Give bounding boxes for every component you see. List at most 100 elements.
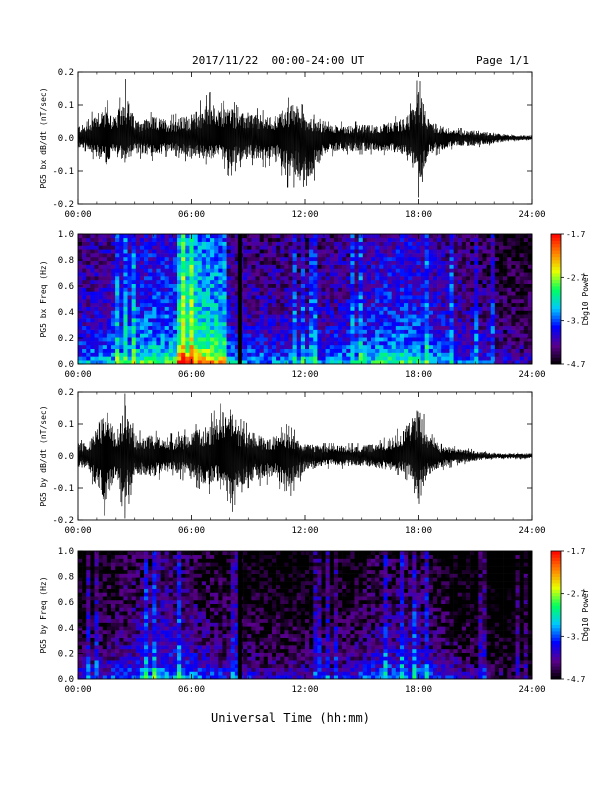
spectrogram-cell <box>148 318 153 323</box>
spectrogram-cell <box>449 352 454 357</box>
spectrogram-cell <box>135 618 141 623</box>
spectrogram-cell <box>507 245 512 250</box>
spectrogram-cell <box>457 360 463 365</box>
spectrogram-cell <box>342 241 347 246</box>
spectrogram-cell <box>131 584 137 589</box>
spectrogram-cell <box>284 318 289 323</box>
spectrogram-cell <box>350 302 355 307</box>
spectrogram-cell <box>313 325 318 330</box>
spectrogram-cell <box>511 321 516 327</box>
spectrogram-cell <box>185 675 190 680</box>
spectrogram-cell <box>387 344 392 349</box>
spectrogram-cell <box>284 234 289 239</box>
spectrogram-cell <box>321 356 326 361</box>
spectrogram-cell <box>226 291 232 296</box>
spectrogram-cell <box>135 630 141 635</box>
spectrogram-cell <box>474 264 479 269</box>
spectrogram-cell <box>82 318 87 323</box>
spectrogram-cell <box>453 310 459 315</box>
spectrogram-cell <box>288 318 293 323</box>
spectrogram-cell <box>164 630 170 635</box>
spectrogram-cell <box>271 329 277 334</box>
spectrogram-cell <box>123 337 128 342</box>
spectrogram-cell <box>193 352 198 357</box>
spectrogram-cell <box>329 310 335 315</box>
spectrogram-cell <box>457 268 463 273</box>
spectrogram-cell <box>243 352 248 357</box>
spectrogram-cell <box>350 272 355 277</box>
spectrogram-cell <box>177 237 182 242</box>
spectrogram-cell <box>127 577 132 582</box>
spectrogram-cell <box>86 584 91 589</box>
spectrogram-cell <box>156 551 161 556</box>
spectrogram-cell <box>185 663 190 668</box>
spectrogram-cell <box>168 626 174 631</box>
spectrogram-cell <box>288 276 293 281</box>
spectrogram-cell <box>94 581 99 586</box>
spectrogram-cell <box>482 321 487 327</box>
spectrogram-cell <box>98 569 104 574</box>
spectrogram-cell <box>90 299 95 304</box>
spectrogram-cell <box>168 577 174 582</box>
spectrogram-cell <box>111 333 116 338</box>
spectrogram-cell <box>329 318 335 323</box>
spectrogram-cell <box>226 341 232 346</box>
spectrogram-cell <box>379 295 384 300</box>
spectrogram-cell <box>160 573 165 578</box>
spectrogram-cell <box>94 329 99 334</box>
spectrogram-cell <box>119 588 124 593</box>
spectrogram-cell <box>139 607 145 612</box>
spectrogram-cell <box>391 348 397 353</box>
spectrogram-cell <box>457 287 463 292</box>
spectrogram-cell <box>226 253 232 258</box>
spectrogram-cell <box>234 344 240 349</box>
spectrogram-cell <box>144 645 149 650</box>
spectrogram-cell <box>333 256 339 262</box>
spectrogram-cell <box>172 599 178 604</box>
spectrogram-cell <box>428 272 434 277</box>
spectrogram-cell <box>527 310 533 315</box>
spectrogram-cell <box>395 341 401 346</box>
spectrogram-cell <box>263 352 269 357</box>
spectrogram-cell <box>375 279 380 284</box>
spectrogram-cell <box>300 295 306 300</box>
spectrogram-cell <box>395 237 401 242</box>
spectrogram-cell <box>230 272 236 277</box>
spectrogram-cell <box>90 573 95 578</box>
spectrogram-cell <box>119 611 124 616</box>
spectrogram-cell <box>86 671 91 676</box>
spectrogram-cell <box>490 302 496 307</box>
spectrogram-cell <box>243 260 248 265</box>
spectrogram-cell <box>358 348 364 353</box>
spectrogram-cell <box>416 260 421 265</box>
spectrogram-cell <box>148 618 153 623</box>
spectrogram-cell <box>205 264 211 269</box>
spectrogram-cell <box>346 253 351 258</box>
spectrogram-cell <box>428 245 434 250</box>
spectrogram-cell <box>503 360 508 365</box>
spectrogram-cell <box>358 291 364 296</box>
spectrogram-cell <box>210 256 215 262</box>
spectrogram-cell <box>494 295 500 300</box>
spectrogram-cell <box>247 249 252 254</box>
spectrogram-cell <box>131 241 137 246</box>
spectrogram-cell <box>424 245 430 250</box>
spectrogram-cell <box>90 637 95 642</box>
spectrogram-cell <box>86 306 91 311</box>
spectrogram-cell <box>432 337 438 342</box>
y-tick-label: 0.2 <box>58 334 74 344</box>
spectrogram-cell <box>156 566 161 571</box>
spectrogram-cell <box>420 264 425 269</box>
spectrogram-cell <box>305 291 310 296</box>
spectrogram-cell <box>416 306 421 311</box>
spectrogram-cell <box>313 279 318 284</box>
spectrogram-cell <box>305 360 310 365</box>
spectrogram-cell <box>210 352 215 357</box>
spectrogram-cell <box>78 607 83 612</box>
spectrogram-cell <box>478 337 483 342</box>
spectrogram-cell <box>321 333 326 338</box>
spectrogram-cell <box>445 314 450 319</box>
spectrogram-cell <box>259 314 265 319</box>
spectrogram-cell <box>106 633 112 638</box>
spectrogram-cell <box>296 272 302 277</box>
